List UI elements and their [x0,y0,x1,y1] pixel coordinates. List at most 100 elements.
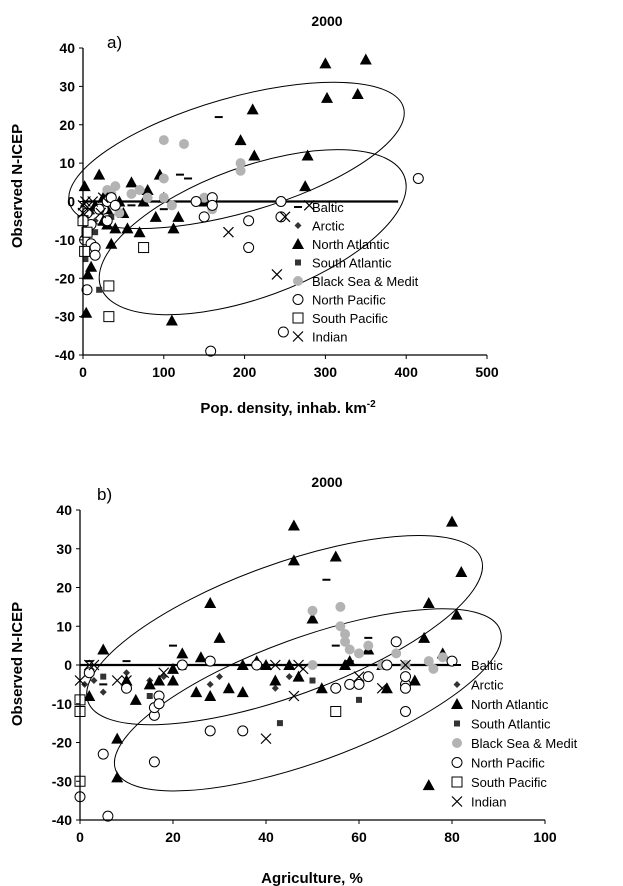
b-series-indian [74,659,411,745]
a-point-north-atlantic [246,103,259,115]
a-point-north-pacific [412,172,424,184]
b-x-tick-label: 20 [165,829,181,845]
b-point-north-atlantic [408,674,421,686]
a-x-tick-label: 200 [233,364,257,380]
a-legend-marker-north-pacific [292,294,304,305]
a-point-indian [303,199,315,211]
b-series-south-atlantic [100,673,362,727]
b-ellipse-1 [86,535,484,726]
a-point-north-atlantic [351,88,364,100]
b-point-north-pacific [330,682,342,694]
a-point-black-sea-and-medit [134,184,145,195]
b-point-arctic [271,684,279,692]
b-point-north-atlantic [167,674,179,686]
b-point-black-sea-and-medit [340,636,351,647]
b-point-north-pacific [153,698,165,710]
b-point-north-atlantic [455,566,468,577]
b-legend-item-arctic: Arctic [453,678,504,693]
a-point-black-sea-and-medit [179,138,189,149]
b-x-tick-label: 0 [76,829,84,845]
a-point-black-sea-and-medit [235,158,246,169]
a-point-north-atlantic [137,195,150,207]
a-legend-item-indian: Indian [292,330,347,345]
b-point-north-atlantic [176,647,189,659]
a-x-tick-label: 100 [152,364,176,380]
b-point-north-pacific [176,659,188,671]
a-point-north-pacific [277,326,289,338]
b-point-black-sea-and-medit [335,601,346,612]
a-legend-label: North Atlantic [312,237,390,252]
a-point-black-sea-and-medit [158,192,169,203]
b-point-arctic [216,673,223,681]
a-point-north-pacific [243,215,255,227]
b-x-tick-label: 60 [351,829,367,845]
b-point-indian [288,690,300,702]
b-point-north-atlantic [143,678,156,690]
a-point-south-pacific [103,311,115,323]
b-point-north-pacific [400,682,411,694]
a-point-north-atlantic [248,149,261,161]
a-point-north-pacific [243,242,255,254]
b-point-north-pacific [148,756,160,768]
a-legend-item-south-pacific: South Pacific [292,311,388,326]
a-point-north-pacific [206,199,218,211]
panel-b-ellipses [86,535,502,792]
a-y-tick-label: -10 [55,232,75,248]
panel-b-legend: Baltic Arctic North Atlantic South Atlantic… [451,658,578,810]
b-series-north-atlantic [83,515,468,791]
b-point-black-sea-and-medit [340,629,351,639]
b-legend-label: North Atlantic [471,697,549,712]
b-legend-item-baltic: Baltic [453,658,503,673]
a-y-tick-label: -30 [55,309,75,325]
b-point-north-pacific [83,667,95,679]
a-legend-marker-north-atlantic [292,238,304,249]
a-point-black-sea-and-medit [158,173,169,184]
panel-a-title: 2000 [311,13,342,29]
a-point-north-atlantic [321,91,334,103]
b-x-tick-label: 80 [444,829,460,845]
a-legend-label: South Pacific [312,311,388,326]
b-point-indian [88,659,100,671]
a-point-south-atlantic [92,229,99,236]
a-point-north-atlantic [125,176,138,188]
a-point-black-sea-and-medit [110,181,121,192]
b-legend-label: Arctic [471,678,504,693]
b-point-north-atlantic [450,608,463,620]
a-point-indian [97,192,109,204]
b-point-north-atlantic [329,550,342,562]
a-point-south-atlantic [108,213,115,220]
b-legend-item-south-pacific: South Pacific [451,775,547,790]
b-point-north-pacific [237,725,249,737]
a-point-indian [271,268,283,280]
a-point-indian [95,207,107,219]
b-point-north-atlantic [222,682,235,694]
b-point-arctic [99,688,107,696]
a-point-north-atlantic [105,237,118,249]
a-y-tick-label: 20 [59,117,75,133]
panel-a-legend: Baltic Arctic North Atlantic South Atlantic… [292,200,419,345]
b-point-indian [158,667,170,679]
b-point-north-pacific [121,682,132,694]
b-point-north-atlantic [167,662,179,674]
b-legend-item-south-atlantic: South Atlantic [454,717,551,732]
panel-b-y-tick-labels: 40 30 20 10 0 -10 -20 -30 -40 [52,502,72,828]
b-point-north-atlantic [292,670,305,682]
b-point-indian [83,659,95,671]
b-point-north-atlantic [83,690,96,701]
b-legend-item-north-pacific: North Pacific [451,756,545,771]
a-legend-marker-indian [292,331,304,342]
b-ellipse-2 [113,608,502,792]
b-point-north-pacific [204,725,216,737]
a-point-south-pacific [138,242,150,254]
b-point-north-atlantic [306,612,319,624]
a-point-black-sea-and-medit [235,165,246,176]
b-legend-item-indian: Indian [451,795,506,810]
b-legend-marker-north-atlantic [451,698,463,709]
b-x-tick-label: 40 [258,829,274,845]
b-x-tick-label: 100 [533,829,557,845]
a-point-black-sea-and-medit [199,192,210,203]
b-point-north-atlantic [111,771,124,783]
b-point-north-atlantic [129,693,142,705]
a-point-north-atlantic [85,260,98,272]
